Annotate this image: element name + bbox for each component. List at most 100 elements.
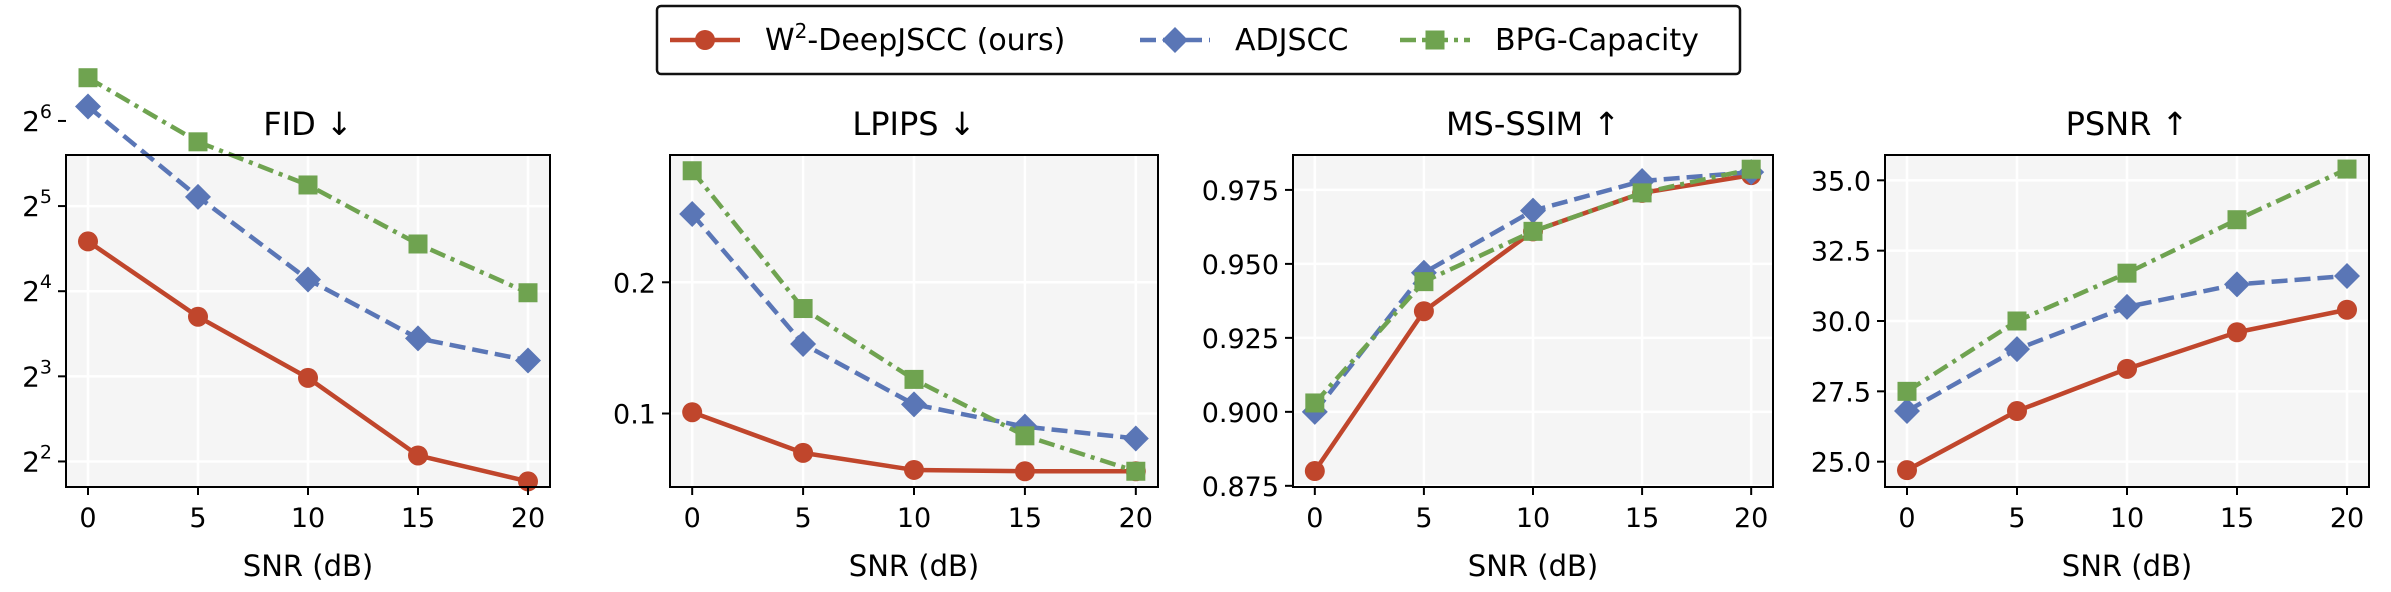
x-tick-label: 10	[1516, 503, 1550, 534]
data-point-diamond	[790, 330, 817, 357]
chart-title: FID ↓	[263, 105, 352, 143]
x-axis-label: SNR (dB)	[243, 549, 373, 583]
data-point-circle	[1897, 460, 1917, 481]
data-point-square	[2227, 210, 2247, 230]
y-tick-label: 24	[22, 271, 52, 308]
x-tick-label: 10	[2110, 503, 2144, 534]
data-point-circle	[793, 442, 814, 463]
data-point-square	[2007, 311, 2027, 331]
data-point-circle	[2337, 299, 2357, 320]
legend: W2-DeepJSCC (ours) ADJSCC BPG-Capacity	[655, 4, 1742, 76]
data-point-square	[2337, 159, 2357, 179]
y-tick-label: 0.900	[1202, 398, 1279, 429]
y-tick-label: 35.0	[1811, 166, 1871, 197]
y-tick-label: 0.1	[613, 400, 656, 431]
x-tick-label: 0	[684, 503, 701, 534]
data-point-diamond	[1520, 197, 1546, 224]
data-point-square	[518, 283, 538, 303]
data-point-circle	[682, 402, 703, 423]
data-point-circle	[78, 231, 98, 252]
x-tick-label: 15	[1008, 503, 1042, 534]
data-point-square	[904, 369, 924, 389]
data-point-circle	[188, 306, 208, 327]
legend-marker-diamond	[1162, 27, 1188, 53]
data-point-diamond	[679, 201, 706, 228]
data-point-square	[793, 299, 813, 319]
chart-panel: 0 5 10 15 20 25.0 27.5 30.0 32.5 35.0 PSNR ↑ SNR (d…	[1811, 105, 2370, 583]
x-tick-label: 0	[1306, 503, 1323, 534]
y-tick-label: 27.5	[1811, 377, 1871, 408]
legend-label: ADJSCC	[1235, 23, 1348, 58]
y-tick-label: 0.975	[1202, 176, 1279, 207]
x-tick-label: 15	[401, 503, 435, 534]
legend-label: W2-DeepJSCC (ours)	[765, 19, 1065, 58]
series-line	[690, 169, 1137, 474]
x-tick-label: 20	[1119, 503, 1153, 534]
x-tick-label: 10	[291, 503, 325, 534]
x-tick-label: 10	[897, 503, 931, 534]
data-point-diamond	[2004, 336, 2030, 363]
data-point-square	[188, 132, 208, 152]
data-point-diamond	[2224, 271, 2250, 298]
data-point-circle	[298, 367, 318, 388]
data-point-square	[1741, 159, 1761, 179]
chart-title: PSNR ↑	[2066, 105, 2189, 143]
y-tick-label: 23	[22, 356, 52, 393]
y-tick-label: 0.875	[1202, 472, 1279, 503]
y-tick-label: 30.0	[1811, 307, 1871, 338]
data-point-square	[2117, 263, 2137, 283]
x-tick-label: 20	[511, 503, 545, 534]
x-axis-label: SNR (dB)	[1468, 549, 1598, 583]
x-tick-label: 5	[189, 503, 206, 534]
data-point-square	[408, 234, 428, 254]
data-point-circle	[2007, 401, 2027, 422]
x-tick-label: 15	[2220, 503, 2254, 534]
chart-panel: 0 5 10 15 20 0.1 0.2 LPIPS ↓ SNR (dB)	[613, 105, 1159, 583]
series-line	[1313, 167, 1752, 405]
data-point-square	[682, 161, 702, 181]
data-point-square	[298, 175, 318, 195]
series-line	[1905, 167, 2348, 394]
x-tick-label: 15	[1625, 503, 1659, 534]
chart-title: LPIPS ↓	[852, 105, 975, 143]
x-axis-label: SNR (dB)	[849, 549, 979, 583]
data-point-diamond	[901, 391, 927, 418]
data-point-square	[1632, 183, 1652, 203]
data-point-square	[1523, 221, 1543, 241]
series-line	[690, 212, 1137, 441]
data-point-square	[1897, 381, 1917, 401]
data-point-circle	[904, 459, 924, 480]
x-axis-label: SNR (dB)	[2062, 549, 2192, 583]
y-tick-label: 32.5	[1811, 237, 1871, 268]
data-point-diamond	[2334, 262, 2360, 289]
legend-label: BPG-Capacity	[1495, 23, 1699, 58]
y-tick-label: 22	[22, 441, 52, 478]
x-tick-label: 0	[79, 503, 96, 534]
legend-marker-square	[1425, 30, 1445, 50]
data-point-square	[78, 68, 98, 88]
y-tick-label: 25	[22, 186, 52, 223]
chart-panel: 0 5 10 15 20 0.875 0.900 0.925 0.950 0.975 MS-SSIM…	[1202, 105, 1774, 583]
x-tick-label: 5	[1415, 503, 1432, 534]
data-point-circle	[408, 445, 428, 466]
chart-title: MS-SSIM ↑	[1446, 105, 1620, 143]
y-tick-label: 25.0	[1811, 448, 1871, 479]
data-point-circle	[1413, 301, 1434, 322]
chart-panel: 0 5 10 15 20 22 23 24 25 26 FID ↓ SNR (dB)	[22, 68, 551, 583]
data-point-diamond	[2114, 293, 2140, 320]
data-point-circle	[2117, 358, 2137, 379]
data-point-diamond	[515, 347, 541, 374]
data-point-diamond	[185, 183, 211, 210]
data-point-diamond	[1122, 425, 1149, 452]
data-point-diamond	[405, 325, 431, 352]
x-tick-label: 5	[794, 503, 811, 534]
x-tick-label: 20	[1734, 503, 1768, 534]
data-point-square	[1305, 393, 1325, 413]
y-tick-label: 26	[22, 101, 52, 138]
y-tick-label: 0.2	[613, 268, 656, 299]
x-tick-label: 0	[1898, 503, 1915, 534]
data-point-circle	[1304, 461, 1325, 482]
data-point-diamond	[295, 266, 321, 293]
